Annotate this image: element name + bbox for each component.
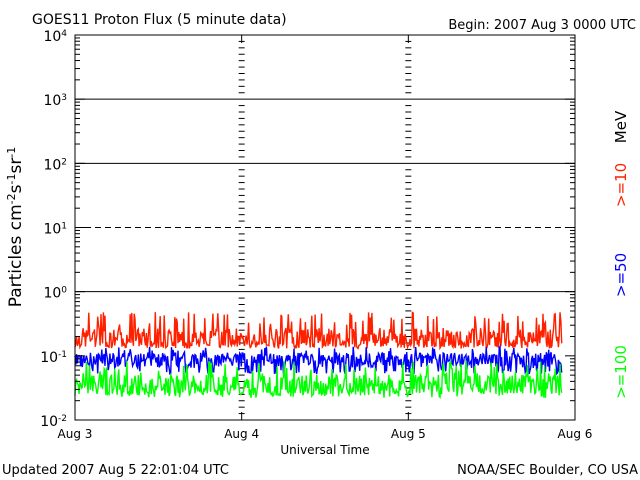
series-layer bbox=[74, 311, 563, 400]
x-axis-label: Universal Time bbox=[280, 443, 369, 457]
y-tick-label: 101 bbox=[43, 222, 67, 238]
unit-label: MeV bbox=[612, 110, 630, 143]
x-tick-label: Aug 4 bbox=[224, 427, 259, 441]
legend-entry: >=10 bbox=[612, 163, 630, 207]
legend-entry: >=100 bbox=[612, 345, 630, 399]
legend-entry: >=50 bbox=[612, 253, 630, 297]
y-tick-label: 10-1 bbox=[40, 350, 67, 366]
updated-label: Updated 2007 Aug 5 22:01:04 UTC bbox=[2, 463, 229, 478]
y-tick-label: 103 bbox=[43, 93, 67, 109]
y-axis-label: Particles cm-2s-1sr-1 bbox=[5, 147, 27, 308]
x-axis: Aug 3 Aug 4 Aug 5 Aug 6 bbox=[58, 35, 593, 441]
day-tick-marks bbox=[238, 40, 412, 415]
begin-label: Begin: 2007 Aug 3 0000 UTC bbox=[448, 18, 636, 33]
y-tick-label: 102 bbox=[43, 157, 67, 173]
source-label: NOAA/SEC Boulder, CO USA bbox=[457, 463, 638, 478]
x-tick-label: Aug 5 bbox=[391, 427, 426, 441]
y-axis: 104 103 102 101 100 10-1 10-2 bbox=[40, 29, 575, 430]
x-tick-label: Aug 3 bbox=[58, 427, 93, 441]
y-tick-label: 104 bbox=[43, 29, 67, 45]
legend: >=10 >=50 >=100 MeV bbox=[612, 110, 630, 399]
series-line bbox=[74, 311, 563, 351]
series-line bbox=[74, 360, 563, 400]
x-tick-label: Aug 6 bbox=[558, 427, 593, 441]
y-tick-label: 10-2 bbox=[40, 414, 67, 430]
chart-title: GOES11 Proton Flux (5 minute data) bbox=[32, 12, 287, 28]
y-tick-label: 100 bbox=[43, 286, 67, 302]
threshold-lines bbox=[75, 98, 575, 293]
series-line bbox=[74, 344, 563, 376]
